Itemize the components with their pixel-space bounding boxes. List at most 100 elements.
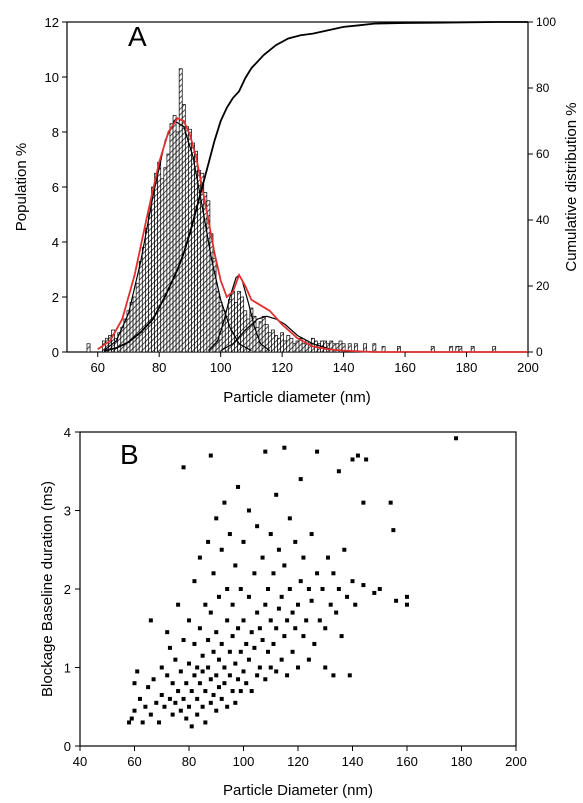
x-tick-label: 60 <box>127 754 141 769</box>
scatter-point <box>285 673 290 678</box>
scatter-point <box>301 634 306 639</box>
scatter-point <box>320 587 325 591</box>
y2-tick-label: 60 <box>536 147 550 161</box>
scatter-point <box>225 587 230 591</box>
scatter-point <box>181 638 186 643</box>
panel-b-label: B <box>120 439 139 470</box>
scatter-point <box>293 539 298 544</box>
scatter-point <box>222 681 227 686</box>
histogram-bar <box>141 247 146 353</box>
scatter-point <box>132 708 137 713</box>
scatter-point <box>214 516 219 521</box>
y-tick-label: 6 <box>52 180 59 195</box>
scatter-point <box>282 445 287 450</box>
scatter-point <box>165 630 170 635</box>
scatter-point <box>271 641 276 646</box>
histogram-bar <box>295 340 300 353</box>
scatter-point <box>214 630 219 635</box>
y2-tick-label: 80 <box>536 81 550 95</box>
fit-component-curve-1 <box>103 120 252 352</box>
histogram-bar <box>148 208 152 353</box>
scatter-point <box>189 724 194 729</box>
scatter-point <box>296 602 300 607</box>
histogram-bar <box>160 178 165 353</box>
scatter-point <box>187 704 191 709</box>
scatter-point <box>334 610 339 615</box>
x-tick-label: 200 <box>505 754 527 769</box>
y-tick-label: 1 <box>64 661 71 676</box>
scatter-point <box>184 716 189 721</box>
scatter-point <box>211 692 216 697</box>
x-tick-label: 200 <box>517 360 539 375</box>
scatter-point <box>246 657 251 662</box>
scatter-point <box>282 563 287 568</box>
scatter-point <box>255 610 260 615</box>
histogram-bar <box>181 104 186 353</box>
scatter-point <box>176 689 181 694</box>
histogram-bar <box>240 296 245 353</box>
scatter-point <box>244 681 249 686</box>
histogram-bar <box>280 332 285 353</box>
histogram-bar <box>283 340 288 353</box>
scatter-point <box>236 677 241 682</box>
scatter-point <box>268 665 273 670</box>
scatter-point <box>233 661 238 666</box>
scatter-point <box>238 689 243 694</box>
scatter-point <box>195 665 200 670</box>
histogram-bar <box>135 282 140 353</box>
scatter-point <box>315 449 320 454</box>
scatter-point <box>405 594 409 599</box>
scatter-point <box>323 665 328 670</box>
scatter-point <box>227 649 232 654</box>
scatter-point <box>170 681 175 686</box>
y-tick-label: 3 <box>64 504 71 519</box>
scatter-point <box>279 594 284 599</box>
scatter-point <box>372 590 377 595</box>
scatter-point <box>181 465 186 470</box>
scatter-point <box>276 606 281 611</box>
x-tick-label: 60 <box>90 360 104 375</box>
scatter-point <box>222 500 227 505</box>
x-tick-label: 100 <box>210 360 232 375</box>
scatter-point <box>208 700 213 705</box>
histogram-bar <box>86 343 91 353</box>
scatter-point <box>298 477 303 482</box>
scatter-point <box>178 669 183 674</box>
scatter-point <box>173 657 178 662</box>
y2-tick-label: 100 <box>536 15 556 29</box>
histogram-bar <box>292 343 297 353</box>
scatter-point <box>200 669 205 674</box>
scatter-point <box>192 641 197 646</box>
scatter-point <box>285 618 290 623</box>
histogram-bar <box>178 68 183 353</box>
scatter-point <box>241 539 246 544</box>
scatter-point <box>241 669 246 674</box>
cumulative-line <box>103 21 528 352</box>
scatter-point <box>208 453 213 458</box>
scatter-point <box>167 645 172 650</box>
scatter-point <box>241 618 246 623</box>
scatter-point <box>200 704 205 709</box>
histogram-bar <box>166 153 171 353</box>
scatter-point <box>336 587 341 591</box>
scatter-point <box>293 626 298 631</box>
scatter-point <box>132 681 137 686</box>
histogram-bar <box>188 128 192 353</box>
histogram-bar <box>163 167 168 353</box>
scatter-point <box>197 681 202 686</box>
scatter-point <box>306 657 311 662</box>
panel-b-scatter-points <box>127 436 459 729</box>
scatter-point <box>216 594 221 599</box>
y-tick-label: 2 <box>52 290 59 305</box>
scatter-point <box>391 528 396 533</box>
histogram-bar <box>271 329 275 353</box>
scatter-point <box>323 626 328 631</box>
scatter-point <box>230 689 235 694</box>
scatter-point <box>331 571 336 576</box>
scatter-point <box>167 696 172 701</box>
scatter-point <box>353 602 358 607</box>
scatter-point <box>309 598 314 603</box>
scatter-point <box>187 618 191 623</box>
scatter-point <box>266 649 271 654</box>
